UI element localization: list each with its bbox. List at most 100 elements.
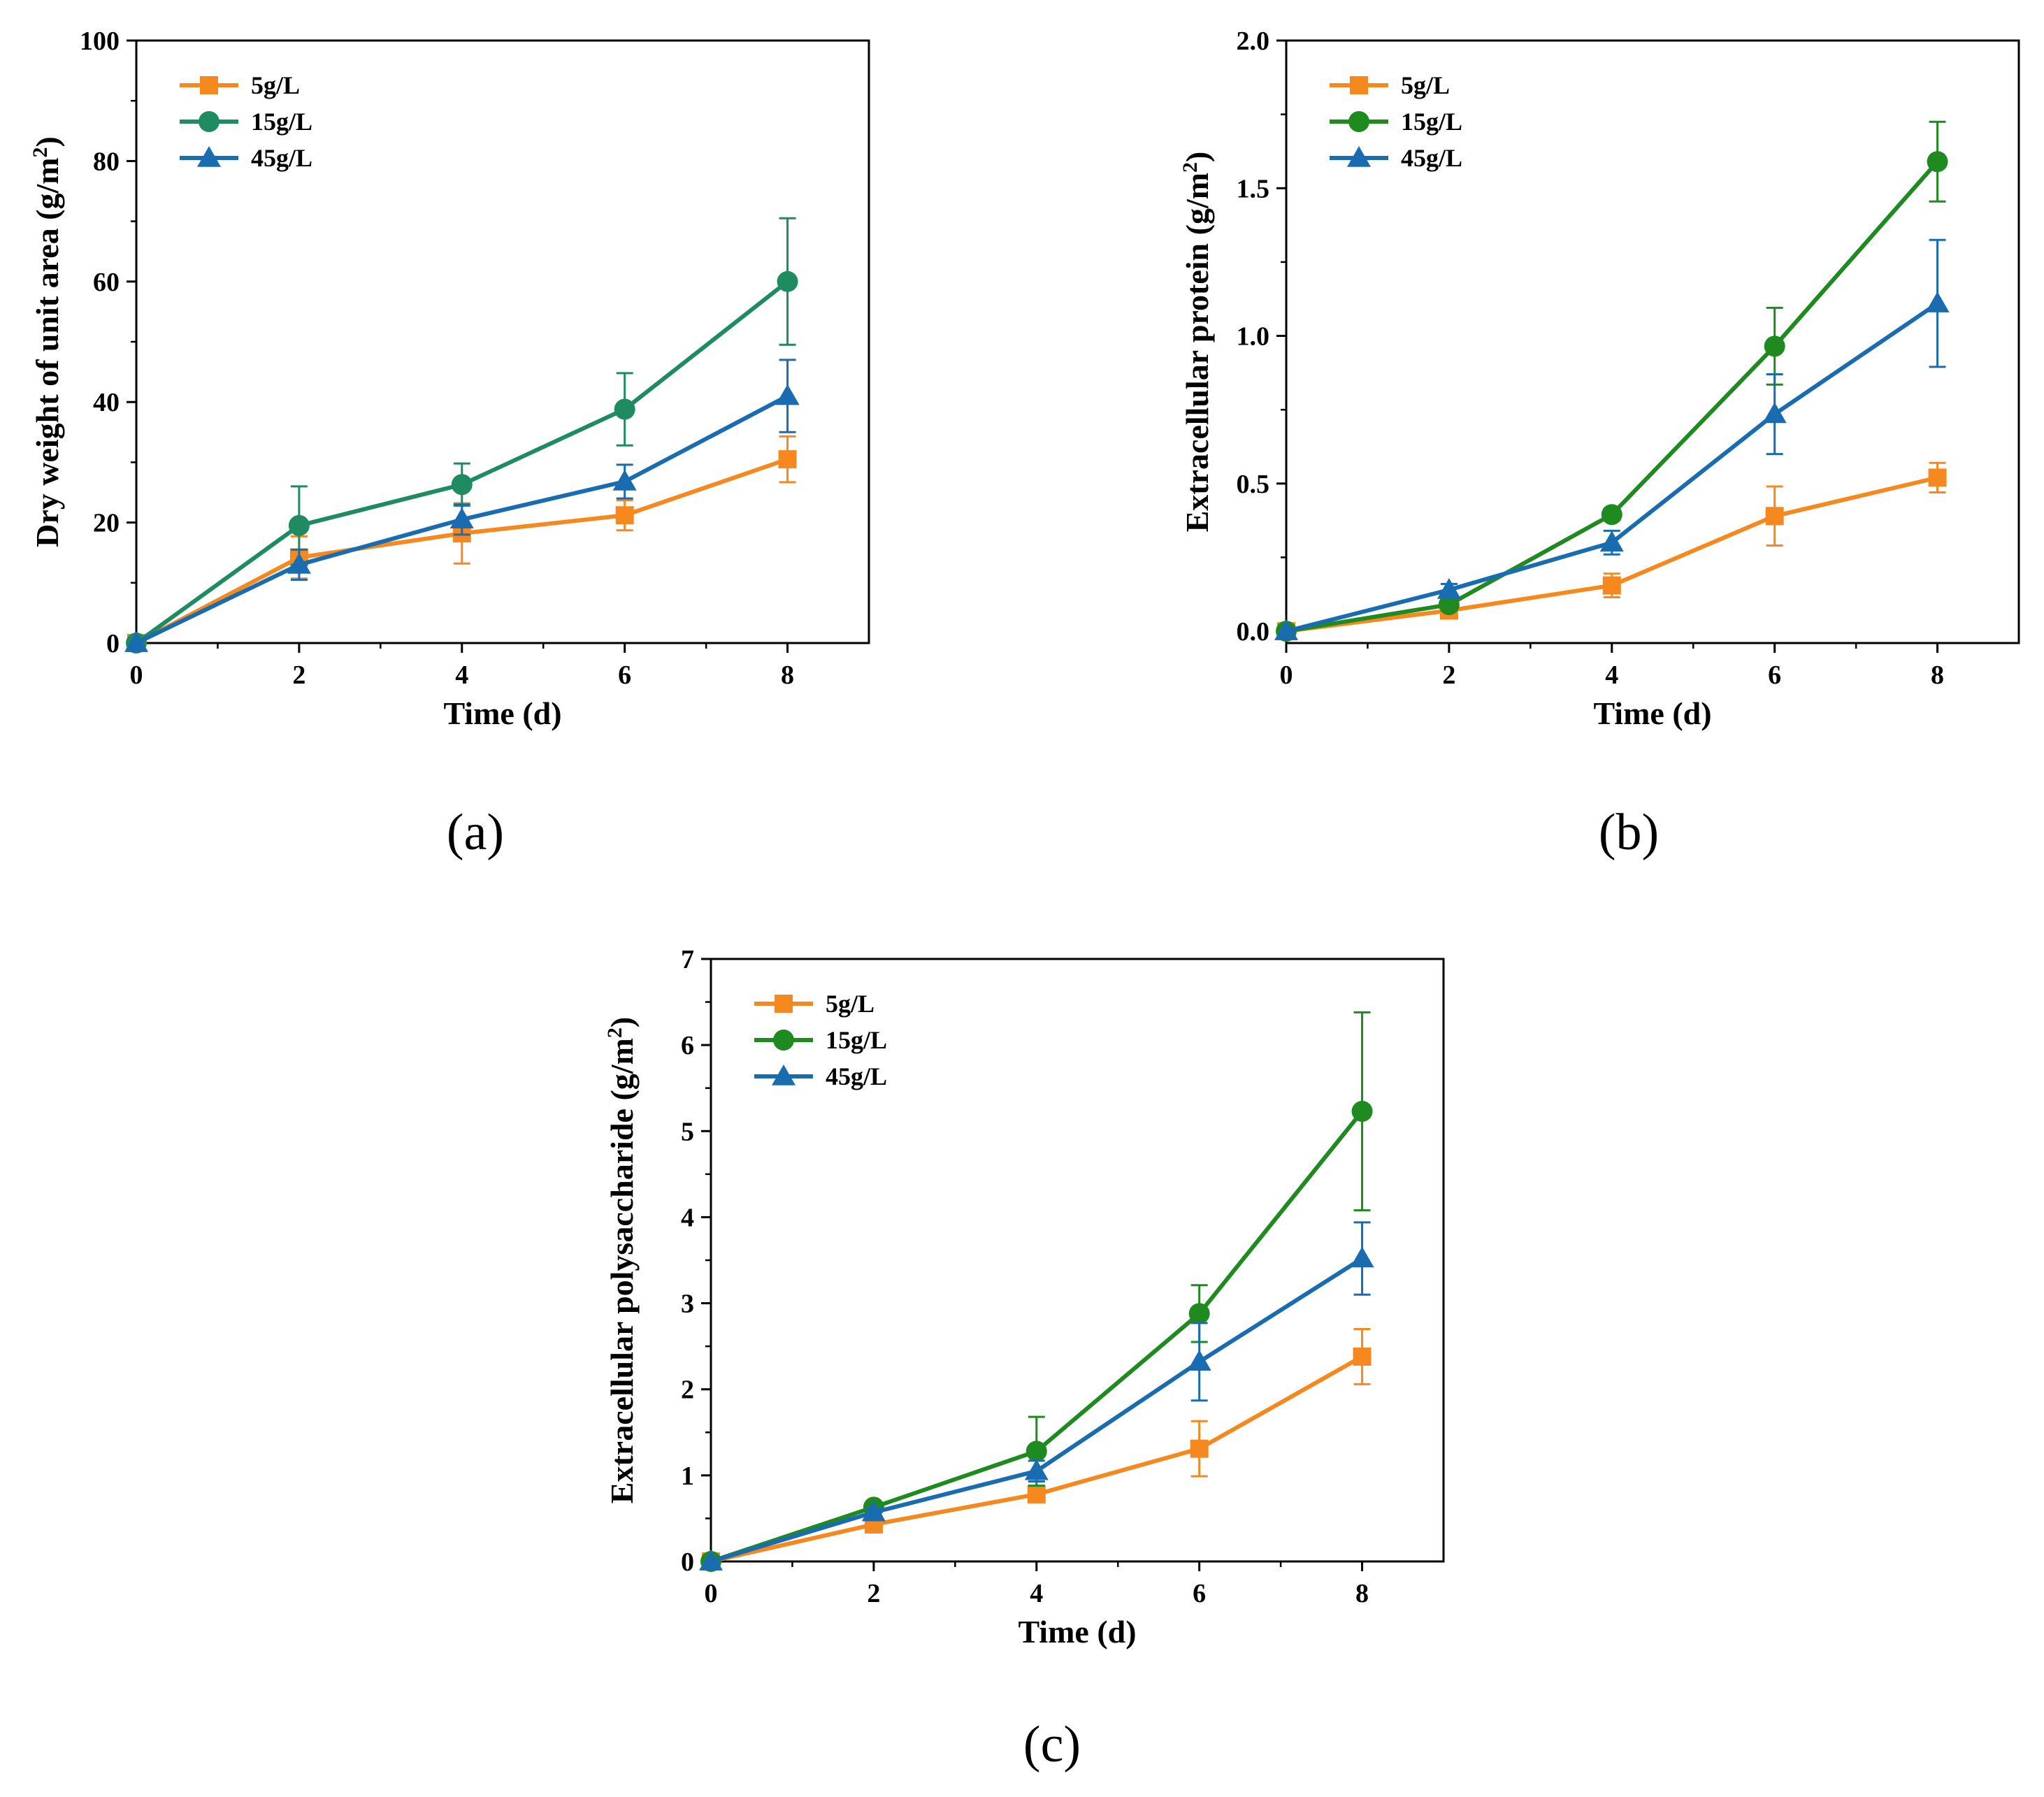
panel-b: 0 2 4 6 8 0.0 0.5 1.0 1.5 2.0 Time (d) Extracellula… bbox=[1179, 27, 2020, 861]
legend-marker bbox=[200, 76, 218, 94]
y-tick-label: 5 bbox=[681, 1117, 694, 1146]
y-tick-label: 80 bbox=[93, 147, 120, 176]
y-axis-title: Extracellular polysaccharide (g/m2) bbox=[603, 1017, 640, 1503]
legend-label: 45g/L bbox=[826, 1062, 887, 1090]
data-point bbox=[614, 398, 635, 420]
series-line bbox=[1286, 160, 1939, 634]
y-tick-label: 0 bbox=[106, 629, 120, 658]
y-tick-label: 60 bbox=[93, 268, 120, 297]
data-point bbox=[1187, 1350, 1211, 1371]
x-tick-label: 0 bbox=[1280, 661, 1293, 690]
data-point bbox=[288, 514, 310, 536]
legend-marker bbox=[1350, 76, 1368, 94]
data-point bbox=[1762, 402, 1787, 424]
data-point bbox=[775, 384, 800, 405]
y-tick-label: 0 bbox=[681, 1547, 694, 1577]
legend-label: 5g/L bbox=[1401, 71, 1450, 99]
legend-marker bbox=[775, 995, 793, 1013]
data-point bbox=[777, 270, 798, 292]
x-axis-title: Time (d) bbox=[1593, 695, 1711, 731]
plot-frame bbox=[1285, 39, 2020, 644]
y-tick-label: 1.0 bbox=[1237, 322, 1270, 352]
x-axis-title: Time (d) bbox=[443, 695, 561, 731]
series-line bbox=[135, 280, 789, 645]
y-tick-label: 40 bbox=[93, 388, 120, 417]
legend-marker bbox=[772, 1065, 796, 1085]
y-tick-label: 6 bbox=[681, 1031, 694, 1060]
data-point bbox=[1188, 1303, 1210, 1325]
data-point bbox=[1027, 1485, 1046, 1503]
plot-frame bbox=[710, 958, 1445, 1563]
y-tick-label: 2.0 bbox=[1237, 27, 1270, 56]
legend-label: 15g/L bbox=[1401, 108, 1462, 136]
x-tick-label: 2 bbox=[867, 1579, 880, 1608]
y-axis-title: Extracellular protein (g/m2) bbox=[1179, 152, 1215, 533]
panel-caption: (b) bbox=[1599, 804, 1659, 861]
data-point bbox=[612, 469, 637, 491]
legend-marker bbox=[1348, 111, 1369, 132]
legend-label: 45g/L bbox=[1401, 144, 1462, 172]
data-point bbox=[1437, 577, 1461, 599]
legend-label: 5g/L bbox=[251, 71, 300, 99]
y-tick-label: 1.5 bbox=[1237, 174, 1270, 203]
x-tick-label: 6 bbox=[618, 661, 631, 690]
plot-frame bbox=[135, 39, 870, 644]
data-point bbox=[1438, 594, 1460, 616]
data-point bbox=[287, 552, 311, 574]
legend-label: 5g/L bbox=[826, 990, 875, 1018]
data-point bbox=[778, 450, 797, 469]
legend-marker bbox=[1347, 146, 1371, 167]
x-tick-label: 2 bbox=[292, 661, 305, 690]
y-tick-label: 0.0 bbox=[1237, 617, 1270, 647]
legend-marker bbox=[773, 1030, 794, 1051]
data-point bbox=[1274, 619, 1298, 640]
data-point bbox=[1925, 291, 1950, 312]
y-tick-label: 4 bbox=[681, 1203, 694, 1232]
legend-label: 15g/L bbox=[826, 1026, 887, 1054]
data-point bbox=[124, 631, 148, 652]
panel-c: 0 2 4 6 8 0 1 2 3 4 5 6 7 Time (d) Extracellular polys… bbox=[603, 945, 1445, 1773]
legend-marker bbox=[199, 111, 219, 132]
x-tick-label: 6 bbox=[1193, 1579, 1206, 1608]
data-point bbox=[1350, 1246, 1374, 1268]
x-tick-label: 2 bbox=[1442, 661, 1455, 690]
data-point bbox=[1025, 1441, 1047, 1462]
data-point bbox=[615, 506, 634, 525]
data-point bbox=[1601, 504, 1622, 526]
data-point bbox=[1351, 1100, 1373, 1122]
legend-label: 45g/L bbox=[251, 144, 312, 172]
y-tick-label: 7 bbox=[681, 945, 694, 974]
data-point bbox=[1599, 531, 1624, 552]
y-tick-label: 0.5 bbox=[1237, 470, 1270, 499]
x-axis-title: Time (d) bbox=[1018, 1614, 1136, 1650]
data-point bbox=[861, 1500, 886, 1522]
data-point bbox=[1353, 1347, 1372, 1366]
x-tick-label: 8 bbox=[1931, 661, 1944, 690]
x-tick-label: 0 bbox=[130, 661, 143, 690]
data-point bbox=[1927, 151, 1948, 173]
panel-caption: (a) bbox=[447, 804, 504, 861]
x-tick-label: 8 bbox=[1355, 1579, 1369, 1608]
y-tick-label: 100 bbox=[80, 27, 120, 56]
data-point bbox=[1764, 335, 1785, 357]
data-point bbox=[1602, 576, 1621, 595]
x-tick-label: 4 bbox=[1605, 661, 1618, 690]
data-point bbox=[699, 1550, 723, 1571]
x-tick-label: 4 bbox=[1030, 1579, 1043, 1608]
y-tick-label: 1 bbox=[681, 1462, 694, 1491]
y-tick-label: 20 bbox=[93, 509, 120, 538]
data-point bbox=[1928, 468, 1947, 487]
x-tick-label: 6 bbox=[1768, 661, 1781, 690]
data-point bbox=[1024, 1459, 1049, 1480]
panel-caption: (c) bbox=[1023, 1716, 1081, 1773]
data-point bbox=[1765, 507, 1784, 526]
x-tick-label: 4 bbox=[455, 661, 468, 690]
data-point bbox=[449, 507, 474, 529]
legend-label: 15g/L bbox=[251, 108, 312, 136]
x-tick-label: 0 bbox=[705, 1579, 718, 1608]
y-tick-label: 3 bbox=[681, 1290, 694, 1319]
x-tick-label: 8 bbox=[781, 661, 794, 690]
legend-marker bbox=[197, 146, 221, 167]
y-tick-label: 2 bbox=[681, 1376, 694, 1405]
